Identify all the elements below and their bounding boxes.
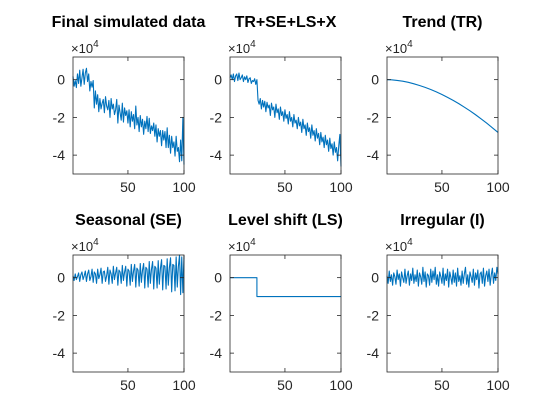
y-tick-label: 0 <box>214 72 222 88</box>
y-tick-label: -4 <box>53 345 66 361</box>
y-exponent-label: ×104 <box>228 39 256 56</box>
series-line <box>386 79 499 133</box>
y-exponent-power: 4 <box>407 237 413 248</box>
series-line <box>230 277 341 298</box>
chart-title: Trend (TR) <box>403 14 483 31</box>
y-exponent-label: ×104 <box>71 237 99 254</box>
x-tick-label: 100 <box>172 179 196 195</box>
y-tick-label: -2 <box>367 307 380 323</box>
x-tick-label: 100 <box>172 377 196 393</box>
x-tick-label: 100 <box>486 179 510 195</box>
chart-title: Irregular (I) <box>400 212 484 229</box>
y-tick-label: -2 <box>367 109 380 125</box>
y-exponent-base: ×10 <box>228 239 250 254</box>
x-tick-label: 50 <box>120 377 136 393</box>
y-exponent-label: ×104 <box>71 39 99 56</box>
axes-box <box>72 254 185 373</box>
y-exponent-power: 4 <box>250 39 256 50</box>
x-tick-label: 50 <box>434 179 450 195</box>
y-exponent-label: ×104 <box>228 237 256 254</box>
y-tick-label: -4 <box>367 147 380 163</box>
y-exponent-power: 4 <box>93 39 99 50</box>
y-exponent-base: ×10 <box>228 41 250 56</box>
x-tick-label: 100 <box>329 377 353 393</box>
x-tick-label: 100 <box>486 377 510 393</box>
y-exponent-base: ×10 <box>71 239 93 254</box>
y-tick-label: 0 <box>57 270 65 286</box>
chart-title: Final simulated data <box>52 14 206 31</box>
y-exponent-base: ×10 <box>385 239 407 254</box>
y-tick-label: 0 <box>371 270 379 286</box>
y-tick-label: 0 <box>371 72 379 88</box>
y-exponent-power: 4 <box>93 237 99 248</box>
y-tick-label: -2 <box>210 307 223 323</box>
y-tick-label: -4 <box>210 345 223 361</box>
axes-box <box>72 56 185 175</box>
y-exponent-label: ×104 <box>385 237 413 254</box>
y-tick-label: -4 <box>367 345 380 361</box>
y-exponent-power: 4 <box>407 39 413 50</box>
x-tick-label: 50 <box>120 179 136 195</box>
y-exponent-base: ×10 <box>71 41 93 56</box>
x-tick-label: 50 <box>434 377 450 393</box>
y-exponent-label: ×104 <box>385 39 413 56</box>
series-line <box>386 266 499 289</box>
series-line <box>229 72 342 167</box>
chart-title: Seasonal (SE) <box>75 212 182 229</box>
chart-title: Level shift (LS) <box>228 212 343 229</box>
x-tick-label: 50 <box>277 377 293 393</box>
y-tick-label: -2 <box>53 109 66 125</box>
axes-box <box>229 254 342 373</box>
y-exponent-power: 4 <box>250 237 256 248</box>
y-tick-label: -2 <box>210 109 223 125</box>
y-tick-label: 0 <box>214 270 222 286</box>
y-tick-label: -2 <box>53 307 66 323</box>
axes-box <box>386 56 499 175</box>
x-tick-label: 50 <box>277 179 293 195</box>
x-tick-label: 100 <box>329 179 353 195</box>
chart-title: TR+SE+LS+X <box>235 14 337 31</box>
axes-box <box>386 254 499 373</box>
y-tick-label: 0 <box>57 72 65 88</box>
y-exponent-base: ×10 <box>385 41 407 56</box>
axes-box <box>229 56 342 175</box>
y-tick-label: -4 <box>210 147 223 163</box>
y-tick-label: -4 <box>53 147 66 163</box>
series-line <box>72 254 185 296</box>
series-line <box>72 67 185 165</box>
